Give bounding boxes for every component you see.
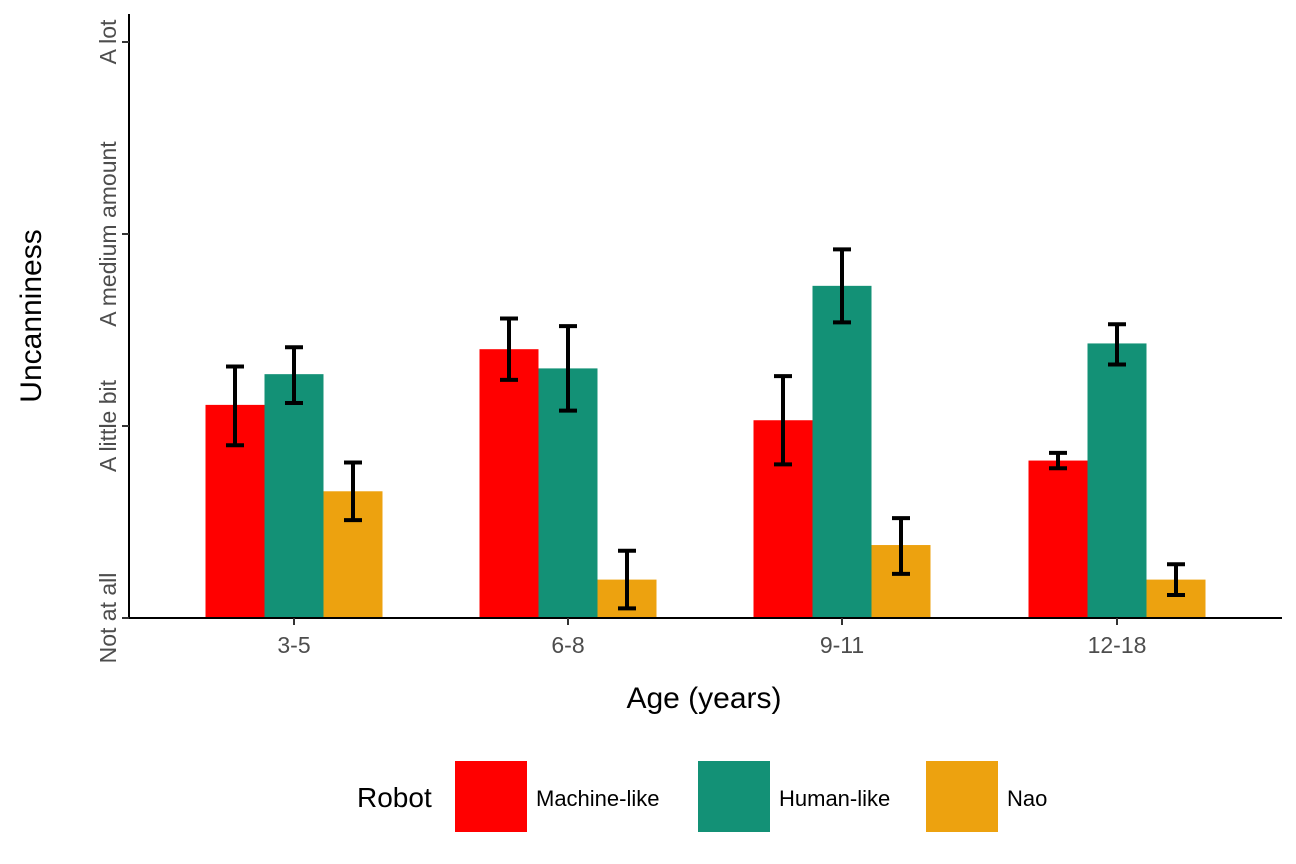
error-bar-human-like-12-18 (1108, 322, 1126, 367)
error-bar-nao-9-11 (892, 516, 910, 576)
axes-layer (128, 14, 1282, 619)
y-axis-title: Uncanniness (15, 229, 48, 402)
x-tick-label: 12-18 (1088, 632, 1147, 658)
legend-label: Nao (1007, 786, 1047, 811)
error-bar-nao-3-5 (344, 460, 362, 523)
bar-machine-like-12-18 (1028, 460, 1088, 618)
y-tick-label: A little bit (95, 379, 121, 472)
error-bar-human-like-6-8 (559, 324, 577, 413)
error-bar-machine-like-3-5 (226, 364, 244, 448)
error-bar-human-like-9-11 (833, 247, 851, 325)
legend-key-machine-like (455, 761, 527, 832)
legend-key-human-like (698, 761, 770, 832)
bar-machine-like-6-8 (479, 349, 539, 618)
error-bars-layer (226, 247, 1185, 611)
error-bar-machine-like-9-11 (774, 374, 792, 467)
legend-key-nao (926, 761, 998, 832)
y-tick-label: A medium amount (95, 141, 121, 327)
x-tick-label: 3-5 (277, 632, 310, 658)
legend-title: Robot (357, 782, 432, 813)
error-bar-nao-12-18 (1167, 562, 1185, 597)
legend-label: Human-like (779, 786, 890, 811)
x-ticks-layer: 3-5 6-8 9-11 12-18 (277, 618, 1146, 658)
legend: Robot Machine-like Human-like Nao (357, 761, 1047, 832)
error-bar-human-like-3-5 (285, 345, 303, 405)
bar-human-like-3-5 (264, 374, 324, 618)
x-tick-label: 9-11 (820, 632, 864, 658)
x-tick-label: 6-8 (551, 632, 584, 658)
error-bar-machine-like-6-8 (500, 316, 518, 382)
bars-layer (205, 285, 1206, 618)
x-axis-title: Age (years) (626, 682, 781, 715)
y-ticks-layer: Not at all A little bit A medium amount A l… (95, 19, 129, 663)
legend-label: Machine-like (536, 786, 660, 811)
error-bar-machine-like-12-18 (1049, 450, 1067, 471)
y-tick-label: Not at all (95, 573, 121, 664)
error-bar-nao-6-8 (618, 548, 636, 611)
bar-human-like-12-18 (1087, 343, 1147, 618)
y-tick-label: A lot (95, 19, 121, 64)
bar-human-like-9-11 (812, 285, 872, 618)
